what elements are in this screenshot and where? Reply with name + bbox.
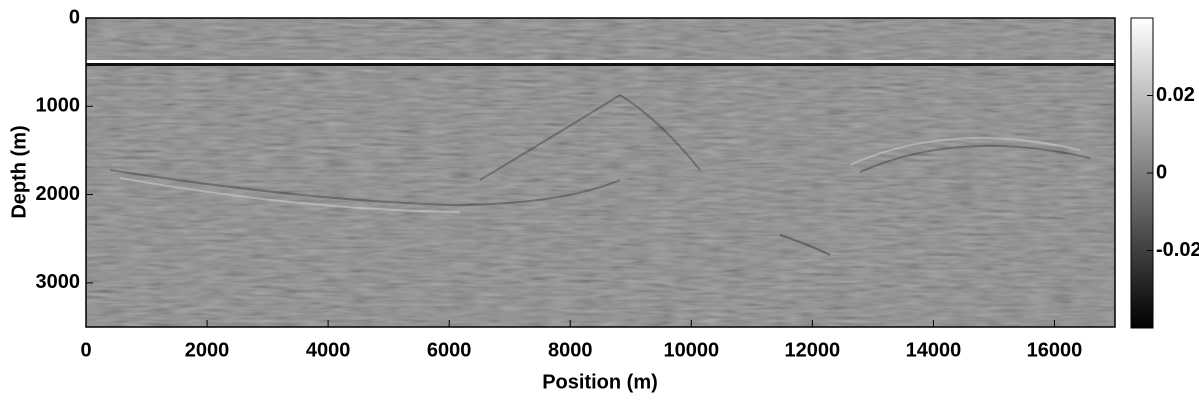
- x-tick-label: 12000: [785, 339, 841, 361]
- x-tick-label: 10000: [663, 339, 719, 361]
- seismic-image: [86, 18, 1115, 327]
- y-tick-label: 1000: [36, 95, 81, 117]
- x-tick-label: 6000: [427, 339, 472, 361]
- x-tick-label: 8000: [548, 339, 593, 361]
- colorbar-tick-label: 0: [1156, 161, 1167, 183]
- y-tick-label: 3000: [36, 271, 81, 293]
- x-tick-label: 16000: [1027, 339, 1083, 361]
- colorbar-tick-label: -0.02: [1156, 239, 1199, 261]
- x-tick-label: 2000: [185, 339, 230, 361]
- x-axis-label: Position (m): [542, 371, 658, 393]
- y-tick-label: 0: [69, 6, 80, 28]
- y-axis-label: Depth (m): [8, 125, 30, 218]
- x-tick-label: 14000: [906, 339, 962, 361]
- y-tick-label: 2000: [36, 183, 81, 205]
- plot-frame: [85, 17, 1116, 328]
- x-tick-label: 0: [80, 339, 91, 361]
- x-tick-label: 4000: [306, 339, 351, 361]
- colorbar-tick-label: 0.02: [1156, 84, 1195, 106]
